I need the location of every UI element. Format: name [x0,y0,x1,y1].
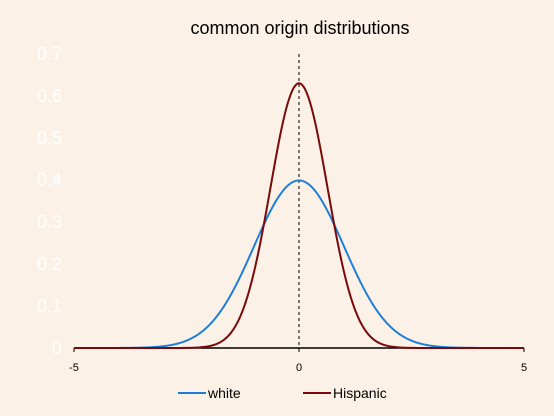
y-axis: 0 0.1 0.2 0.3 0.4 0.5 0.6 0.7 [37,44,62,358]
chart-title: common origin distributions [190,18,409,38]
legend-label: Hispanic [333,385,387,401]
x-tick-label: -5 [69,362,79,374]
y-tick-label: 0.1 [37,296,62,316]
y-tick-label: 0 [52,338,62,358]
legend: white Hispanic [178,385,387,401]
x-tick-label: 5 [521,362,527,374]
series-line-hispanic [74,82,524,349]
legend-label: white [207,385,241,401]
y-tick-label: 0.3 [37,212,62,232]
series-layer [74,82,524,349]
x-tick-label: 0 [296,362,302,374]
y-tick-label: 0.4 [37,170,62,190]
y-tick-label: 0.2 [37,254,62,274]
y-tick-label: 0.5 [37,128,62,148]
y-tick-label: 0.6 [37,86,62,106]
x-axis: -5 0 5 [69,348,527,374]
y-tick-label: 0.7 [37,44,62,64]
